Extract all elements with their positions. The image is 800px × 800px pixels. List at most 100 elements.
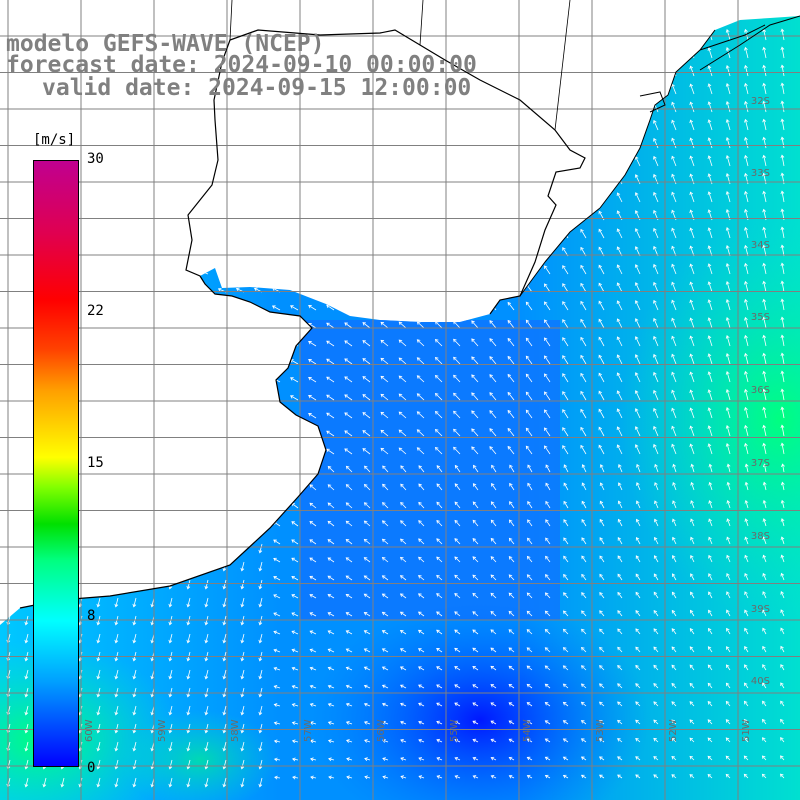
wind-arrow-head [453, 158, 457, 163]
wind-arrow-head [109, 307, 114, 311]
wind-arrow [745, 500, 749, 509]
wind-arrow-head [562, 665, 567, 669]
wind-arrow [763, 47, 767, 59]
wind-arrow-head [186, 747, 191, 752]
wind-arrow-head [240, 675, 245, 680]
wind-arrow-head [199, 162, 204, 166]
wind-arrow-head [362, 250, 366, 254]
wind-arrow [472, 593, 479, 599]
wind-arrow [636, 464, 641, 473]
wind-arrow-head [291, 539, 295, 543]
wind-arrow-head [434, 140, 439, 145]
wind-arrow-head [453, 122, 457, 127]
wind-arrow [527, 720, 533, 725]
wind-arrow [308, 395, 317, 401]
wind-arrow-head [418, 666, 422, 670]
wind-arrow-head [20, 127, 24, 132]
wind-arrow-head [235, 377, 240, 382]
wind-arrow [562, 67, 569, 77]
wind-arrow [545, 483, 551, 491]
wind-arrow [708, 299, 713, 311]
wind-arrow [708, 263, 713, 275]
wind-arrow-head [634, 444, 639, 448]
wind-arrow [490, 684, 497, 689]
wind-arrow-head [525, 139, 530, 144]
wind-arrow [346, 758, 353, 761]
wind-arrow-head [150, 675, 155, 680]
wind-arrow [435, 303, 443, 311]
wind-arrow [272, 359, 281, 365]
wind-arrow-head [509, 519, 513, 524]
wind-arrow-head [96, 513, 101, 518]
wind-arrow-head [762, 172, 767, 177]
wind-arrow-head [635, 628, 639, 632]
wind-arrow [435, 195, 443, 203]
wind-arrow-head [562, 283, 566, 287]
wind-arrow-head [96, 549, 101, 554]
wind-arrow [781, 191, 785, 203]
wind-arrow [545, 720, 551, 725]
wind-arrow [563, 756, 569, 761]
wind-arrow-head [527, 519, 531, 523]
wind-arrow-head [418, 556, 422, 561]
wind-arrow-head [291, 575, 295, 580]
wind-arrow [580, 265, 587, 275]
wind-arrow-head [380, 339, 385, 344]
wind-arrow-head [398, 339, 403, 344]
wind-arrow-head [544, 391, 548, 395]
wind-arrow-head [471, 428, 475, 433]
wind-arrow [92, 380, 101, 383]
wind-arrow-head [292, 775, 296, 780]
wind-arrow-head [689, 719, 694, 723]
wind-arrow [398, 231, 407, 239]
wind-arrow [259, 777, 263, 787]
wind-arrow-head [780, 352, 785, 357]
wind-arrow [272, 143, 281, 149]
wind-arrow-head [20, 379, 24, 384]
wind-arrow [453, 230, 461, 239]
wind-arrow [382, 703, 389, 707]
wind-arrow [781, 155, 785, 167]
wind-arrow [259, 543, 263, 553]
wind-arrow-head [634, 354, 639, 358]
wind-arrow-head [434, 410, 439, 415]
wind-arrow [708, 353, 713, 365]
wind-arrow-head [634, 246, 639, 250]
wind-arrow-head [73, 127, 78, 132]
wind-arrow-head [653, 756, 657, 760]
wind-arrow [236, 342, 245, 347]
wind-arrow [133, 579, 137, 589]
wind-arrow [418, 703, 425, 707]
wind-arrow-head [671, 407, 675, 412]
wind-arrow-head [472, 538, 477, 542]
wind-arrow [635, 84, 641, 95]
wind-arrow-head [653, 371, 657, 376]
wind-arrow-head [762, 645, 766, 650]
wind-arrow [689, 628, 695, 635]
wind-arrow [598, 49, 605, 59]
wind-arrow-head [150, 531, 155, 536]
wind-arrow-head [653, 227, 657, 232]
wind-arrow-head [204, 621, 209, 626]
wind-arrow-head [240, 729, 245, 734]
wind-arrow [453, 194, 461, 203]
wind-arrow [453, 392, 461, 401]
wind-arrow [290, 215, 299, 221]
wind-arrow-head [132, 729, 137, 734]
wind-arrow-head [471, 320, 475, 325]
wind-arrow [653, 120, 659, 131]
wind-arrow [726, 83, 731, 95]
wind-arrow [115, 561, 119, 571]
wind-arrow-head [400, 465, 404, 469]
wind-arrow [182, 307, 191, 311]
wind-arrow-head [2, 235, 6, 240]
wind-arrow-head [91, 397, 96, 402]
wind-arrow [169, 525, 173, 535]
wind-arrow-head [204, 549, 209, 554]
wind-arrow [362, 268, 371, 275]
wind-arrow [654, 555, 659, 563]
wind-arrow [525, 319, 533, 329]
wind-arrow-head [253, 323, 258, 328]
wind-arrow-head [416, 267, 421, 271]
wind-arrow [617, 156, 623, 167]
